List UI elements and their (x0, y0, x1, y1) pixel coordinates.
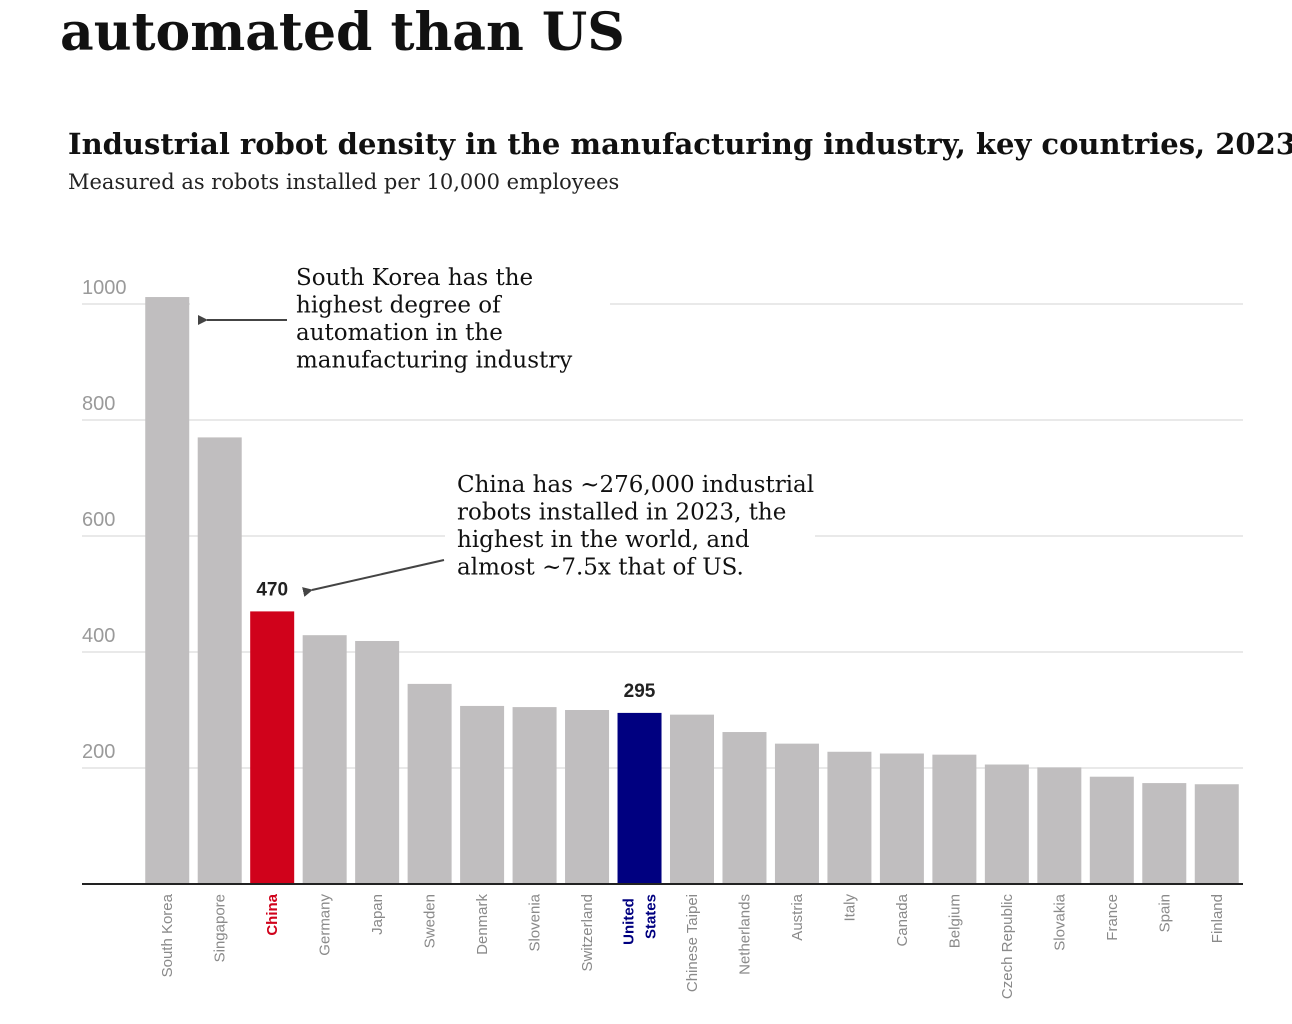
chart-title: Industrial robot density in the manufact… (68, 127, 1292, 161)
bar (932, 754, 977, 884)
bar (565, 710, 610, 884)
annotation-text: highest in the world, and (457, 527, 750, 553)
x-tick-label: Germany (317, 894, 334, 956)
annotation-text: automation in the (296, 320, 503, 346)
x-tick-label: Sweden (422, 894, 439, 948)
chart-subtitle: Measured as robots installed per 10,000 … (68, 170, 619, 194)
annotation-text: highest degree of (296, 293, 502, 319)
x-tick-label: Slovakia (1051, 893, 1068, 950)
bar (827, 751, 872, 884)
x-tick-label: South Korea (159, 893, 176, 977)
bar (355, 640, 400, 884)
bar (302, 635, 347, 884)
annotation-text: manufacturing industry (296, 348, 572, 374)
bar (512, 707, 557, 884)
x-tick-label: Chinese Taipei (684, 894, 701, 992)
x-tick-label: Czech Republic (999, 894, 1016, 1000)
y-tick-label: 1000 (82, 277, 127, 299)
bar (617, 712, 662, 884)
annotation-background (445, 528, 815, 546)
data-label: 295 (624, 681, 656, 702)
bar (1037, 767, 1082, 884)
annotation-background (190, 296, 610, 314)
annotation-arrow (302, 559, 445, 597)
bar (984, 764, 1029, 884)
bar (250, 611, 295, 884)
bar (197, 437, 242, 884)
annotation-text: robots installed in 2023, the (457, 500, 786, 526)
x-tick-label: China (264, 893, 281, 935)
bar (879, 753, 924, 884)
annotation-text: almost ~7.5x that of US. (457, 555, 744, 581)
x-tick-label: Spain (1156, 894, 1173, 932)
x-tick-label: Austria (789, 893, 806, 940)
x-tick-label: France (1104, 894, 1121, 941)
x-tick-label: Canada (894, 893, 911, 946)
x-tick-label: United States (621, 894, 660, 945)
bar (722, 732, 767, 884)
annotation-text: South Korea has the (296, 265, 533, 291)
y-tick-label: 200 (82, 741, 115, 763)
page-heading: automated than US (60, 2, 625, 63)
y-tick-label: 800 (82, 393, 115, 415)
bar (1089, 776, 1134, 884)
x-tick-label: Netherlands (736, 894, 753, 975)
x-tick-label: Japan (369, 894, 386, 935)
x-tick-label: Denmark (474, 894, 491, 955)
bar (145, 297, 190, 884)
data-label: 470 (256, 579, 288, 600)
x-tick-label: Switzerland (579, 894, 596, 972)
bar (670, 714, 714, 884)
y-tick-label: 400 (82, 625, 115, 647)
bar (407, 683, 452, 884)
y-tick-label: 600 (82, 509, 115, 531)
x-tick-label: Finland (1209, 894, 1226, 943)
annotation-text: China has ~276,000 industrial (457, 472, 814, 498)
x-tick-label: Singapore (212, 894, 229, 962)
bar (1194, 784, 1239, 884)
bar (1142, 783, 1187, 884)
x-tick-label: Belgium (946, 894, 963, 948)
x-tick-label: Slovenia (527, 893, 544, 951)
bar (774, 743, 819, 884)
x-tick-label: Italy (841, 894, 858, 922)
bar (460, 705, 505, 884)
